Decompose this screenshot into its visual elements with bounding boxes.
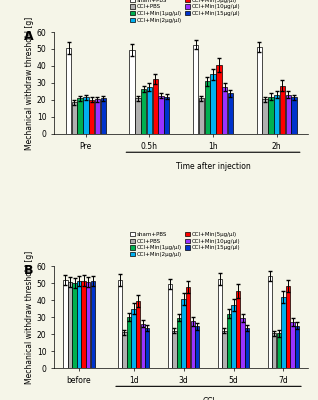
- Bar: [195, 326, 199, 368]
- Bar: [216, 65, 222, 134]
- Bar: [295, 326, 299, 368]
- Bar: [281, 297, 286, 368]
- Text: A: A: [24, 30, 33, 43]
- Bar: [158, 96, 164, 134]
- Bar: [100, 98, 106, 134]
- Y-axis label: Mechanical withdraw threshold [g]: Mechanical withdraw threshold [g]: [25, 250, 34, 384]
- Text: B: B: [24, 264, 33, 277]
- Bar: [141, 89, 146, 134]
- Bar: [77, 98, 83, 134]
- Bar: [177, 318, 181, 368]
- Bar: [280, 86, 285, 134]
- Bar: [122, 332, 127, 368]
- Bar: [240, 318, 245, 368]
- Bar: [272, 333, 276, 368]
- Text: Time after injection: Time after injection: [176, 162, 251, 172]
- Bar: [199, 98, 204, 134]
- Bar: [268, 276, 272, 368]
- Bar: [172, 331, 176, 368]
- Legend: sham+PBS, CCI+PBS, CCI+Min(1μg/μl), CCI+Min(2μg/μl), CCI+Min(5μg/μl), CCI+Min(10: sham+PBS, CCI+PBS, CCI+Min(1μg/μl), CCI+…: [128, 230, 242, 259]
- Bar: [286, 95, 291, 134]
- Bar: [73, 283, 77, 368]
- Bar: [222, 87, 227, 134]
- Bar: [190, 321, 195, 368]
- Bar: [218, 279, 222, 368]
- Bar: [262, 99, 268, 134]
- Bar: [227, 314, 231, 368]
- Bar: [89, 100, 94, 134]
- Bar: [193, 45, 198, 134]
- Bar: [186, 287, 190, 368]
- Bar: [129, 50, 135, 134]
- Bar: [168, 284, 172, 368]
- Y-axis label: Mechanical withdraw threshold [g]: Mechanical withdraw threshold [g]: [25, 16, 34, 150]
- Bar: [228, 93, 233, 134]
- Bar: [182, 299, 186, 368]
- Bar: [118, 280, 122, 368]
- Bar: [63, 280, 67, 368]
- Text: CCI: CCI: [202, 396, 215, 400]
- Bar: [68, 282, 72, 368]
- Bar: [127, 317, 131, 368]
- Bar: [291, 97, 297, 134]
- Bar: [232, 305, 236, 368]
- Bar: [72, 102, 77, 134]
- Bar: [164, 96, 169, 134]
- Bar: [245, 328, 249, 368]
- Bar: [153, 79, 158, 134]
- Bar: [274, 95, 279, 134]
- Bar: [290, 322, 295, 368]
- Bar: [268, 96, 273, 134]
- Bar: [211, 74, 216, 134]
- Bar: [135, 98, 141, 134]
- Bar: [222, 331, 226, 368]
- Bar: [257, 47, 262, 134]
- Bar: [66, 48, 71, 134]
- Bar: [136, 301, 140, 368]
- Bar: [91, 281, 95, 368]
- Bar: [147, 87, 152, 134]
- Bar: [236, 291, 240, 368]
- Bar: [95, 99, 100, 134]
- Bar: [131, 308, 136, 368]
- Bar: [141, 324, 145, 368]
- Bar: [86, 282, 90, 368]
- Bar: [204, 81, 210, 134]
- Bar: [286, 286, 290, 368]
- Bar: [277, 333, 281, 368]
- Bar: [81, 280, 86, 368]
- Bar: [83, 97, 88, 134]
- Legend: sham+PBS, CCI+PBS, CCI+Min(1μg/μl), CCI+Min(2μg/μl), CCI+Min(5μg/μl), CCI+Min(10: sham+PBS, CCI+PBS, CCI+Min(1μg/μl), CCI+…: [128, 0, 242, 25]
- Bar: [77, 281, 81, 368]
- Bar: [145, 328, 149, 368]
